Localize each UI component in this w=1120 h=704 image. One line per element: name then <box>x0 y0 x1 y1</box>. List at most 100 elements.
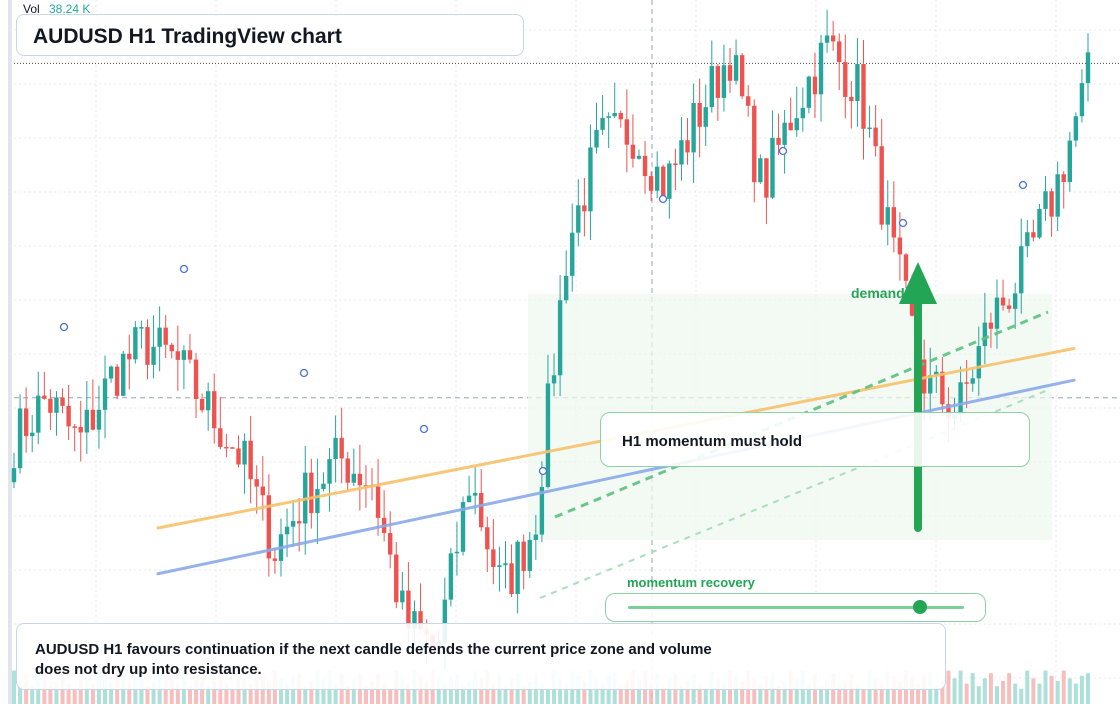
candle-up <box>654 166 660 191</box>
candle-down <box>764 158 769 198</box>
candle-up <box>934 371 939 376</box>
candle-up <box>472 492 478 496</box>
volume-bar <box>1073 683 1078 704</box>
volume-bar <box>224 683 229 704</box>
volume-bar <box>1043 670 1048 704</box>
candle-down <box>843 62 848 97</box>
candle-down <box>521 541 526 571</box>
candle-up <box>351 473 356 483</box>
candle-up <box>151 346 156 365</box>
candle-up <box>466 495 472 503</box>
volume-bar <box>976 686 981 704</box>
volume-bar <box>988 673 993 704</box>
candle-up <box>96 409 102 430</box>
candle-down <box>715 66 721 98</box>
candle-down <box>218 428 223 447</box>
candle-down <box>727 65 733 81</box>
volume-bar <box>30 686 35 704</box>
volume-bar <box>303 686 308 704</box>
volume-bar <box>66 683 71 704</box>
candle-up <box>1085 52 1091 84</box>
volume-bar <box>266 681 271 704</box>
candle-down <box>90 409 96 430</box>
volume-bar <box>1013 683 1018 704</box>
volume-bar <box>994 686 999 704</box>
candle-down <box>873 127 878 147</box>
volume-bar <box>806 683 811 704</box>
candle-down <box>849 96 854 102</box>
candle-down <box>406 590 411 629</box>
candle-down <box>254 479 259 487</box>
momentum-callout: H1 momentum must hold <box>600 412 1030 467</box>
volume-bar <box>952 678 957 704</box>
meter-knob[interactable] <box>913 600 928 614</box>
candle-down <box>891 207 897 238</box>
volume-bar <box>109 681 114 704</box>
candle-down <box>1031 232 1036 238</box>
candle-down <box>661 166 666 199</box>
candle-down <box>236 448 241 465</box>
candle-down <box>812 76 818 95</box>
candle-down <box>193 359 199 399</box>
volume-bar <box>794 678 799 704</box>
candle-down <box>642 155 648 177</box>
volume-bar <box>679 686 684 704</box>
volume-bar <box>333 683 338 704</box>
volume-bar <box>479 678 484 704</box>
volume-bar <box>861 688 866 704</box>
volume-bar <box>825 678 830 704</box>
marker-point <box>419 424 429 434</box>
candle-down <box>746 96 751 106</box>
volume-bar <box>18 683 23 704</box>
candle-up <box>970 378 975 384</box>
volume-bar <box>321 678 326 704</box>
zone-label: demand <box>851 285 905 301</box>
meter-track <box>628 606 964 609</box>
volume-bar <box>1055 681 1060 704</box>
candle-down <box>339 437 344 459</box>
volume-bar <box>345 686 350 704</box>
candle-up <box>594 129 599 148</box>
candle-down <box>861 64 866 129</box>
volume-bar <box>667 678 672 704</box>
volume-bar <box>624 681 629 704</box>
candle-up <box>1019 246 1024 294</box>
candle-up <box>454 551 460 554</box>
volume-bar <box>121 678 126 704</box>
candle-up <box>284 526 290 535</box>
candle-down <box>23 408 29 437</box>
volume-bar <box>843 681 848 704</box>
candle-up <box>1067 140 1072 182</box>
volume-bar <box>594 678 599 704</box>
candle-down <box>648 176 654 191</box>
candle-up <box>994 297 1000 329</box>
marker-point <box>538 466 548 476</box>
volume-bar <box>212 681 217 704</box>
volume-bar <box>424 681 429 704</box>
candle-down <box>509 563 514 594</box>
volume-bar <box>721 683 726 704</box>
candle-down <box>175 351 181 360</box>
candle-up <box>721 65 727 98</box>
candle-up <box>545 383 551 487</box>
candle-down <box>296 521 302 524</box>
candle-down <box>127 353 132 360</box>
volume-bar <box>910 678 915 704</box>
volume-bar <box>145 686 150 704</box>
candle-up <box>667 163 672 199</box>
candle-up <box>733 55 739 81</box>
candle-down <box>964 382 969 384</box>
candle-down <box>837 41 842 63</box>
candle-down <box>187 350 193 360</box>
volume-bar <box>703 688 708 704</box>
volume-bar <box>970 673 975 704</box>
candle-up <box>928 375 933 394</box>
candle-up <box>551 375 557 384</box>
candle-up <box>157 327 162 347</box>
momentum-text: H1 momentum must hold <box>622 433 803 450</box>
volume-bar <box>509 678 514 704</box>
candle-up <box>703 107 708 127</box>
candle-up <box>315 489 320 514</box>
candle-down <box>582 205 587 212</box>
volume-bar <box>175 683 180 704</box>
